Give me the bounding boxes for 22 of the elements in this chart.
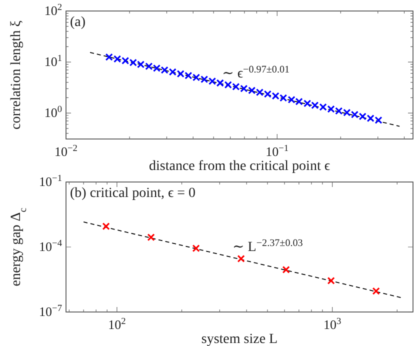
point <box>327 276 335 284</box>
chart-title: (a) <box>70 15 86 30</box>
y-tick-label: 10$^{0}$ <box>44 105 62 120</box>
y-tick-label: 10$^{−1}$ <box>39 174 62 189</box>
point <box>372 287 380 295</box>
point <box>282 266 290 274</box>
point <box>192 244 200 252</box>
x-tick-label: 10$^{−2}$ <box>54 144 78 159</box>
x-tick-label: 10$^{3}$ <box>323 317 342 332</box>
x-axis-title: system size L <box>201 332 278 346</box>
y-axis-title: correlation length ξ <box>9 20 24 130</box>
point <box>237 254 245 262</box>
x-axis-title: distance from the critical point ϵ <box>149 159 330 174</box>
annotation: ∼ ϵ$^{−0.97±0.01}$ <box>222 64 290 82</box>
annotation: ∼ L$^{−2.37±0.03}$ <box>232 237 303 255</box>
y-tick-label: 10$^{1}$ <box>44 54 62 70</box>
y-tick-label: 10$^{−4}$ <box>39 239 62 254</box>
point <box>102 222 110 230</box>
y-tick-label: 10$^{−7}$ <box>39 304 62 319</box>
chart-title: (b) critical point, ϵ = 0 <box>70 186 196 201</box>
point <box>147 234 155 242</box>
y-tick-label: 10$^{2}$ <box>44 3 62 18</box>
